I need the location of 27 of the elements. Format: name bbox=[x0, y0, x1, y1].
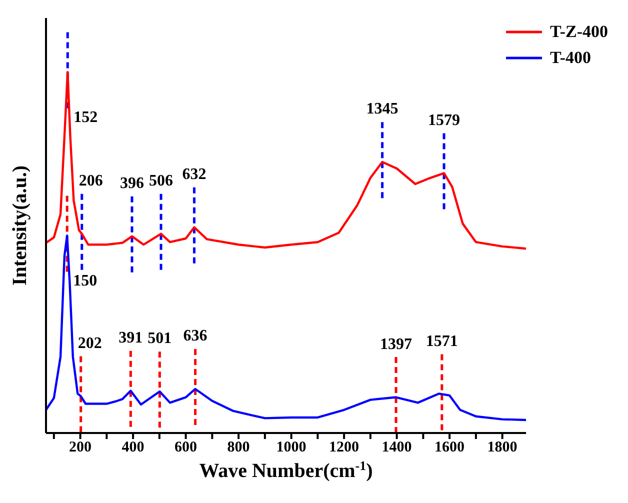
ref-line-label: 636 bbox=[183, 328, 208, 345]
ref-line-label: 501 bbox=[148, 330, 172, 348]
x-tick-label: 1000 bbox=[276, 440, 306, 456]
ref-line-label: 632 bbox=[182, 166, 206, 183]
ref-line-label: 150 bbox=[73, 272, 98, 290]
ref-line-label: 1579 bbox=[428, 112, 460, 129]
legend-label: T-400 bbox=[550, 48, 591, 68]
x-tick-label: 1400 bbox=[382, 440, 412, 456]
x-tick-label: 1600 bbox=[434, 440, 465, 456]
x-tick-label: 200 bbox=[69, 440, 92, 456]
ref-line-label: 152 bbox=[74, 109, 98, 126]
y-axis-title: Intensity(a.u.) bbox=[9, 165, 31, 286]
ref-line-label: 1571 bbox=[426, 332, 458, 350]
ref-line-label: 1397 bbox=[380, 336, 412, 353]
ref-line-label: 506 bbox=[149, 172, 173, 190]
x-tick-label: 1200 bbox=[329, 440, 360, 456]
x-axis-title: Wave Number(cm$^{-1}$) bbox=[199, 458, 373, 482]
ref-line-label: 1345 bbox=[366, 100, 398, 118]
legend-label: T-Z-400 bbox=[550, 22, 608, 42]
x-tick-label: 600 bbox=[174, 440, 198, 456]
ref-line-label: 396 bbox=[120, 175, 144, 192]
x-tick-label: 1800 bbox=[487, 440, 518, 456]
x-tick-label: 400 bbox=[122, 440, 144, 456]
ref-line-label: 206 bbox=[78, 172, 103, 190]
ref-line-label: 202 bbox=[78, 334, 102, 352]
x-tick-label: 800 bbox=[227, 440, 250, 456]
ref-line-label: 391 bbox=[118, 329, 143, 346]
